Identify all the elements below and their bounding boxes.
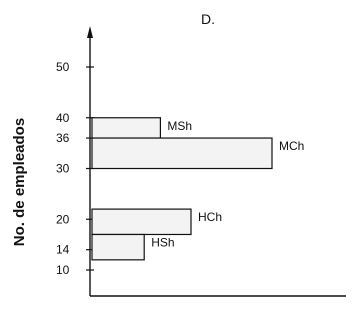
y-tick-label: 40 (56, 111, 70, 125)
bar (91, 117, 162, 139)
bars: MSh MCh HCh HSh (91, 117, 304, 261)
bar-label: MCh (279, 139, 304, 153)
chart-title: D. (201, 11, 215, 27)
bar-label: MSh (167, 119, 192, 133)
bar-label: HCh (198, 210, 222, 224)
y-axis-ticks: 10 14 20 30 36 40 50 (56, 60, 94, 277)
bar-label: HSh (151, 235, 174, 249)
y-tick-label: 10 (56, 263, 70, 277)
axes (87, 26, 346, 297)
y-tick-label: 14 (56, 243, 70, 257)
y-axis-arrow (87, 26, 93, 38)
bar (91, 137, 273, 170)
bar (91, 208, 192, 236)
y-tick-label: 30 (56, 162, 70, 176)
y-tick-label: 36 (56, 131, 70, 145)
y-axis-label: No. de empleados (11, 118, 28, 246)
y-tick-label: 50 (56, 60, 70, 74)
y-tick-label: 20 (56, 212, 70, 226)
bar (91, 233, 145, 261)
